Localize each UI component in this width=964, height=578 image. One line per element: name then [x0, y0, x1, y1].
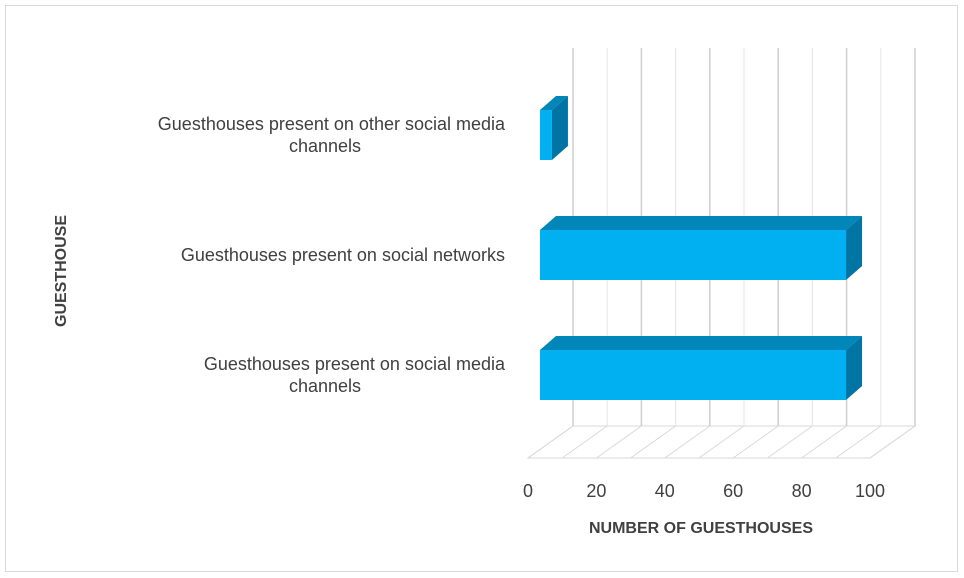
x-tick-label: 80: [792, 481, 812, 501]
floor-gridline: [698, 425, 745, 459]
bar-side-face: [551, 96, 568, 160]
bar-front-face: [540, 110, 552, 160]
category-label: channels: [289, 136, 361, 156]
category-label: Guesthouses present on social networks: [181, 245, 505, 265]
x-tick-label: 60: [723, 481, 743, 501]
y-axis-title: GUESTHOUSE: [53, 215, 70, 327]
bar: [540, 336, 863, 400]
floor-gridline: [767, 425, 813, 459]
x-axis-title: NUMBER OF GUESTHOUSES: [589, 520, 813, 537]
floor-gridline: [596, 425, 642, 459]
floor-gridline: [561, 425, 608, 459]
bar-top-face: [540, 96, 568, 110]
x-tick-labels: 0 20 40 60 80 100: [523, 481, 885, 501]
floor-gridline: [527, 425, 574, 459]
bar-top-face: [540, 216, 863, 230]
bar-front-face: [540, 230, 847, 280]
x-tick-label: 20: [586, 481, 606, 501]
floor-gridline: [869, 425, 916, 459]
floor-gridline: [664, 425, 711, 459]
category-labels: Guesthouses present on social mediachann…: [158, 114, 506, 396]
floor-gridline: [630, 425, 676, 459]
category-label: Guesthouses present on other social medi…: [158, 114, 506, 134]
bars: [540, 96, 863, 400]
chart-frame: [5, 5, 958, 572]
bar: [540, 96, 568, 160]
bar-top-face: [540, 336, 863, 350]
bar-side-face: [846, 336, 863, 400]
floor-gridline: [801, 425, 847, 459]
category-label: channels: [289, 376, 361, 396]
x-tick-label: 0: [523, 481, 533, 501]
bar: [540, 216, 863, 280]
x-tick-label: 40: [655, 481, 675, 501]
category-label: Guesthouses present on social media: [204, 354, 506, 374]
bar-side-face: [846, 216, 863, 280]
floor-gridline: [732, 425, 779, 459]
bar-front-face: [540, 350, 847, 400]
x-tick-label: 100: [855, 481, 885, 501]
floor-gridline: [835, 425, 882, 459]
